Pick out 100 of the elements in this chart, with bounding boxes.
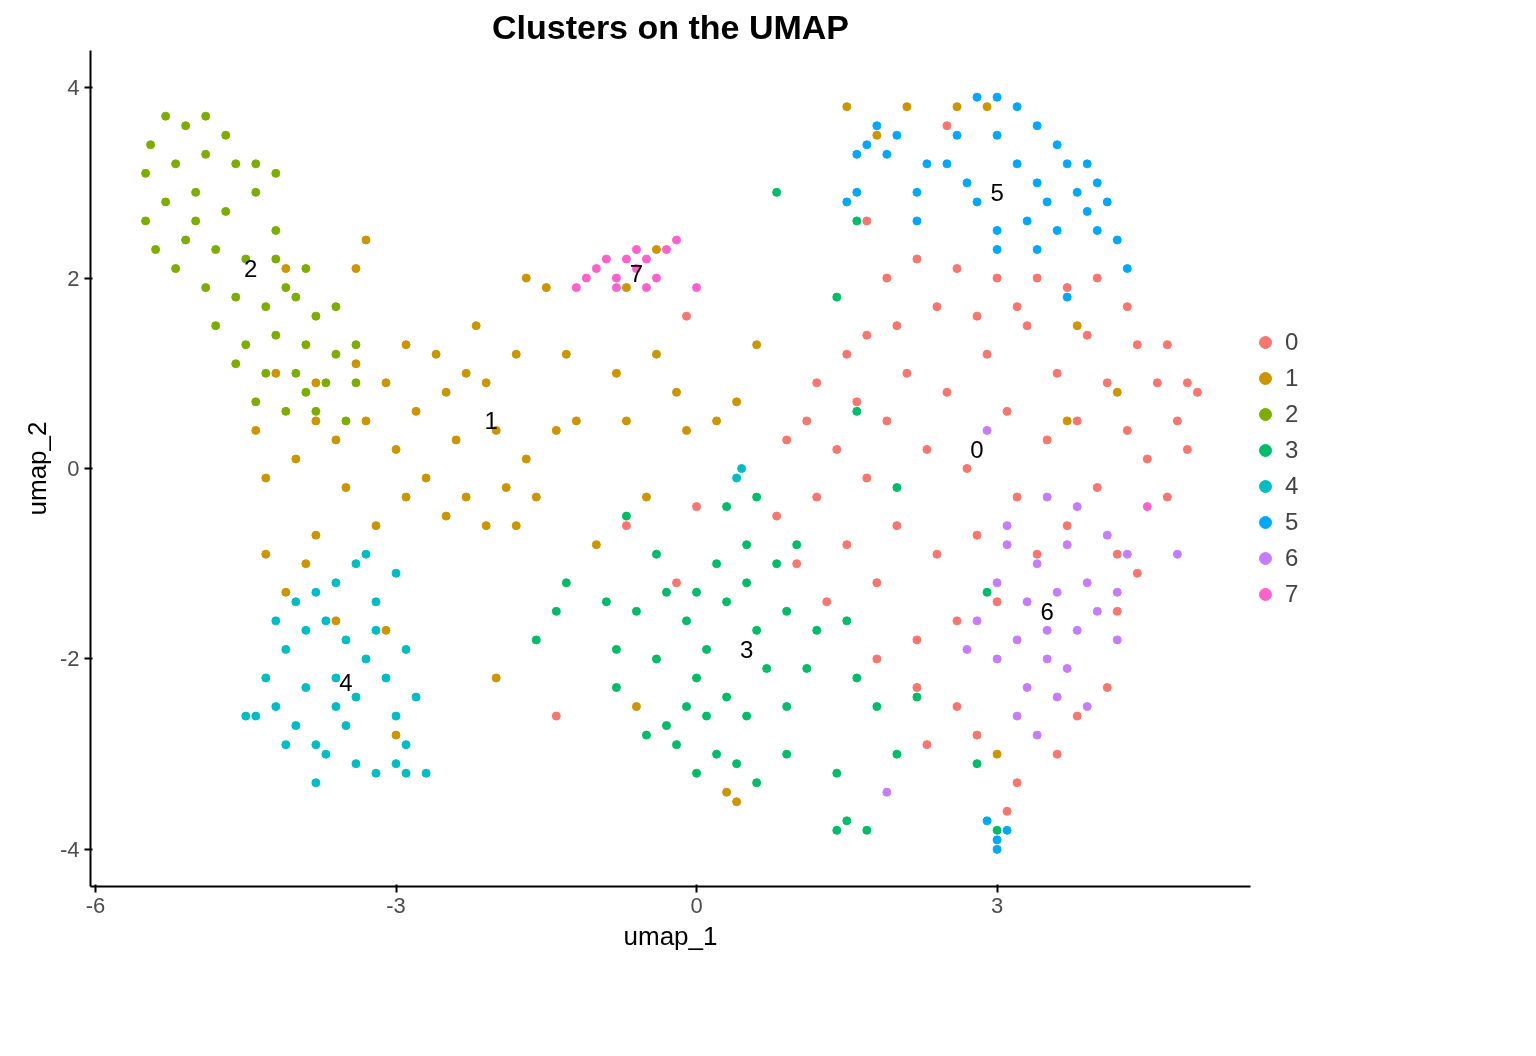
point [1002,521,1012,531]
point [301,625,311,635]
point [1082,702,1092,712]
legend-label: 7 [1285,580,1300,608]
point [832,292,842,302]
point [1032,121,1042,131]
point [401,740,411,750]
point [732,759,742,769]
point [1102,197,1112,207]
point [621,254,631,264]
point [972,759,982,769]
point [1122,549,1132,559]
point [341,721,351,731]
point [1112,235,1122,245]
point [1122,264,1132,274]
point [651,549,661,559]
point [737,464,747,473]
point [261,368,271,378]
point [561,578,571,588]
point [551,606,561,616]
point [331,302,341,312]
point [661,245,671,254]
point [391,711,401,721]
point [1052,692,1062,702]
point [281,283,291,293]
point [321,616,331,626]
point [251,397,261,407]
point [221,206,231,216]
point [201,283,211,293]
point [331,349,341,359]
point [682,702,692,712]
point [1032,730,1042,740]
point [692,283,702,293]
point [161,111,171,121]
point [261,302,271,312]
legend-label: 1 [1285,364,1300,392]
point [241,711,251,721]
point [782,606,792,616]
point [271,225,281,235]
annotation: 1 [484,407,498,435]
point [672,235,682,245]
point [291,597,301,607]
point [1012,635,1022,645]
point [742,578,752,588]
point [962,644,972,654]
point [361,654,371,664]
legend-label: 0 [1285,328,1300,356]
point [531,635,541,645]
point [972,197,982,207]
point [772,187,782,197]
point [832,768,842,778]
point [1112,635,1122,645]
point [1052,140,1062,150]
y-tick-label: 0 [67,456,80,481]
x-tick-label: -6 [85,892,106,918]
point [972,92,982,102]
y-tick-label: 4 [67,75,80,101]
point [872,121,882,131]
point [271,702,281,712]
point [982,816,992,826]
point [692,768,702,778]
point [201,111,211,121]
point [351,692,361,702]
point [992,130,1002,140]
point [752,625,762,635]
point [762,663,772,673]
point [401,768,411,778]
point [852,149,862,159]
point [241,340,251,350]
point [672,740,682,750]
point [1072,625,1082,635]
point [852,216,862,226]
point [641,730,651,740]
point [722,502,732,512]
point [351,559,361,569]
point [391,568,401,578]
point [281,406,291,416]
point [872,702,882,712]
point [862,825,872,835]
point [321,378,331,388]
annotation: 3 [739,635,754,663]
point [1082,206,1092,216]
point [792,540,802,550]
x-tick-label: -3 [386,892,406,918]
legend-label: 2 [1285,400,1300,428]
point [992,245,1002,254]
point [1112,587,1122,597]
point [752,778,762,788]
point [722,597,732,607]
point [1002,825,1012,835]
point [922,159,932,169]
point [271,616,281,626]
point [611,283,621,293]
point [301,683,311,692]
point [271,168,281,178]
point [882,149,892,159]
x-axis-title: umap_1 [623,920,718,951]
annotation: 2 [244,255,258,283]
point [842,616,852,626]
point [341,635,351,645]
